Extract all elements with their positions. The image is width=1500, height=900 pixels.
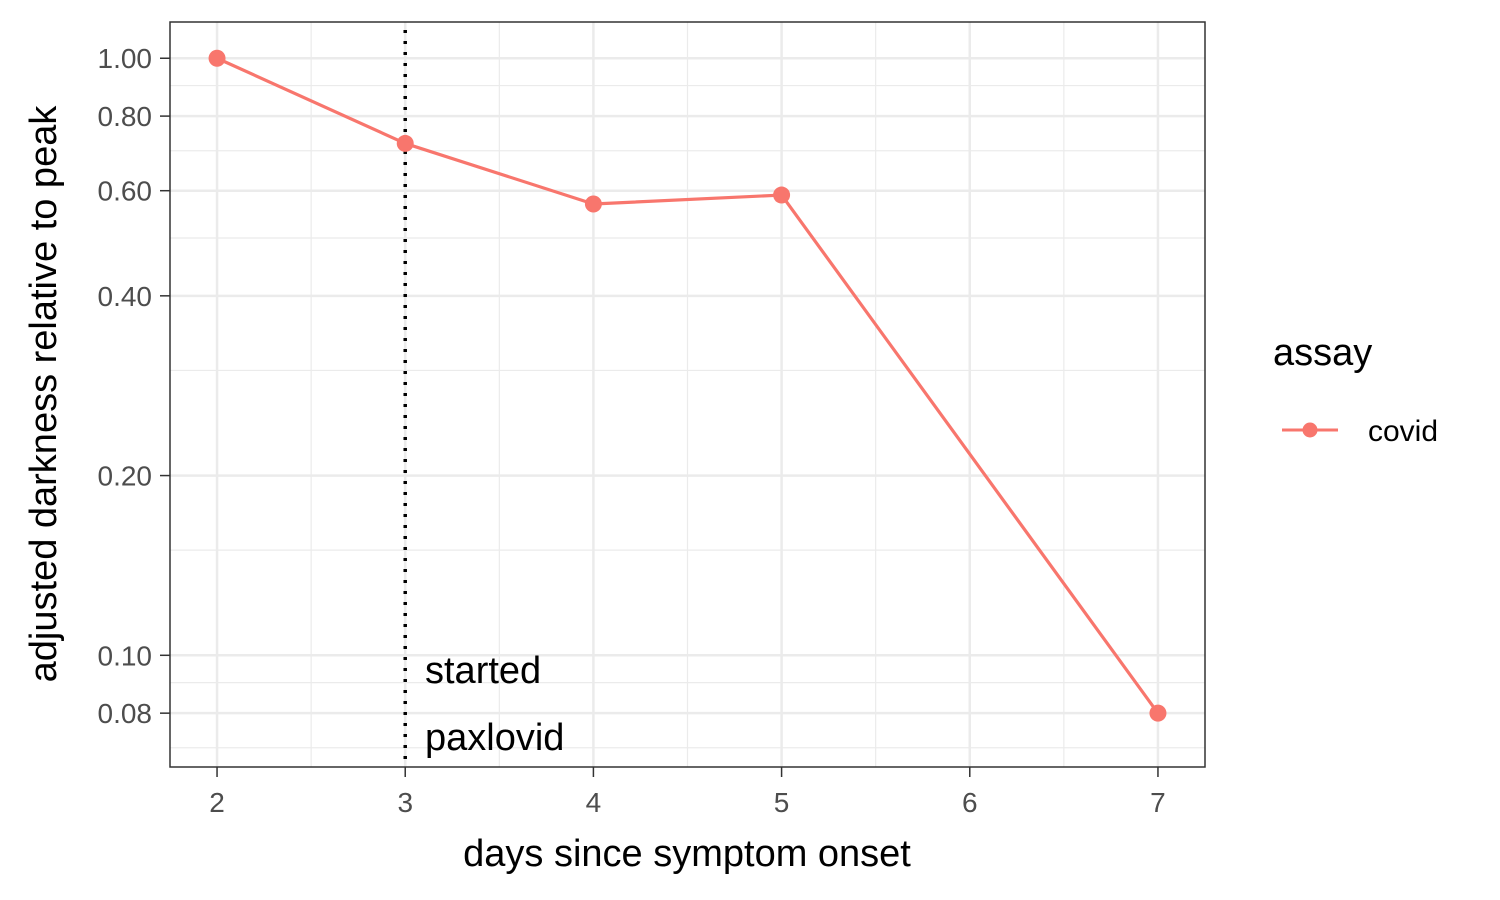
axis-layer: 2 3 4 5 6 7 0.08 0.10 0.20 0.40 0.60 0.80 1.00 [98,43,1166,818]
data-point-covid [773,186,791,204]
annotation-line-started: started [425,650,541,692]
y-tick-label: 1.00 [98,43,153,74]
annotation-line-paxlovid: paxlovid [425,717,564,759]
panel-border [169,21,1206,768]
x-tick-label: 7 [1150,787,1166,818]
y-tick-label: 0.60 [98,176,153,207]
y-tick-label: 0.08 [98,698,153,729]
data-point-covid [1149,704,1167,722]
x-tick-label: 6 [962,787,978,818]
data-point-covid [208,49,226,67]
x-tick-label: 5 [774,787,790,818]
y-tick-label: 0.20 [98,461,153,492]
legend-title: assay [1273,332,1372,374]
annotation: started paxlovid [425,650,564,759]
data-point-covid [584,195,602,213]
legend-item-covid: covid [1368,415,1438,448]
y-tick-label: 0.80 [98,101,153,132]
x-tick-label: 3 [397,787,413,818]
series-layer [208,49,1167,722]
grid-layer [170,22,1205,767]
y-axis-title: adjusted darkness relative to peak [23,105,65,683]
x-axis-title: days since symptom onset [463,833,911,875]
data-point-covid [396,134,414,152]
y-tick-label: 0.10 [98,640,153,671]
legend-key-point [1302,422,1318,438]
x-tick-label: 2 [209,787,225,818]
x-tick-label: 4 [586,787,602,818]
y-tick-label: 0.40 [98,281,153,312]
legend: assay covid [1273,332,1438,448]
